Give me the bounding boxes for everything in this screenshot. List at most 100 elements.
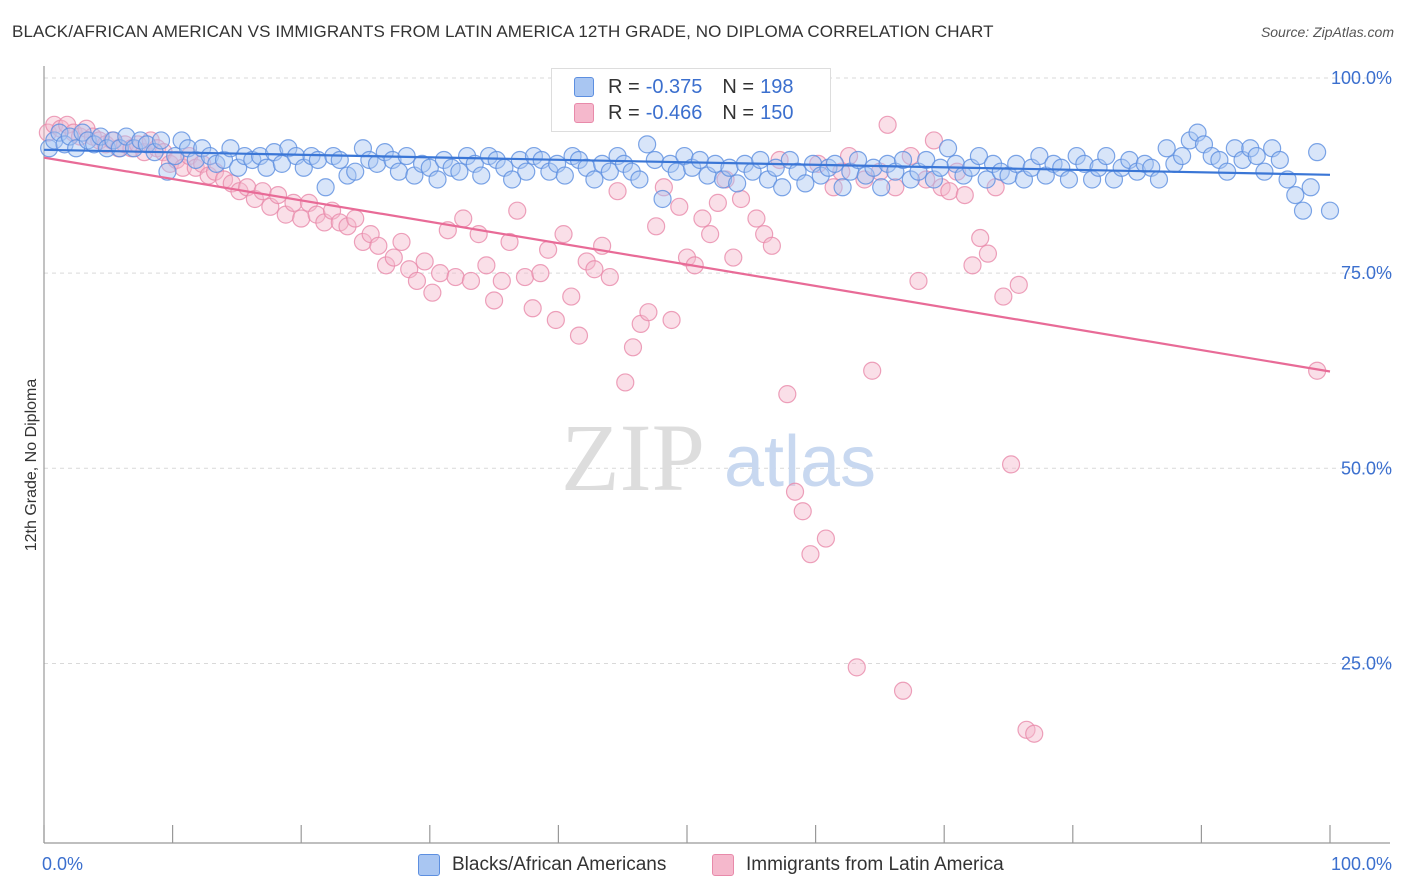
pink-point [662,310,681,330]
y-axis-label: 12th Grade, No Diploma [23,378,40,552]
blue-point [645,150,664,170]
pink-point [569,326,589,345]
blue-point [428,170,447,189]
blue-point [938,139,958,158]
legend-item-latin: Immigrants from Latin America [712,852,1004,878]
blue-point [1188,123,1207,142]
blue-point [638,135,657,154]
pink-point [508,201,527,220]
pink-point [708,193,727,212]
r-value: -0.466 [645,101,703,124]
blue-point [864,158,883,177]
n-label: N = [722,75,755,98]
pink-point [616,373,635,392]
blue-point [585,170,604,189]
pink-point [994,287,1013,306]
pink-point [515,267,535,287]
blue-point [1075,154,1094,173]
blue-point [667,162,686,181]
pink-point [454,209,473,228]
blue-point [622,162,641,181]
blue-point [158,162,177,181]
blue-point [833,178,852,197]
blue-point [825,154,844,173]
pink-point [446,267,465,287]
pink-point [600,267,619,287]
stats-legend: R = -0.375 N = 198 R = -0.466 N = 150 [551,68,831,132]
pink-point [430,264,450,283]
pink-point [292,209,311,228]
pink-point [924,131,944,150]
blue-point [214,150,234,170]
pink-point [546,310,565,330]
blue-point [1286,185,1305,205]
pink-point [477,256,496,275]
blue-point [1097,146,1116,166]
pink-point [639,303,658,322]
blue-point [773,178,792,197]
y-tick-label: 75.0% [1341,263,1392,283]
axes [43,66,1390,844]
blue-point [1301,178,1320,197]
pink-point [701,225,720,244]
blue-point [50,123,69,142]
blue-point [316,178,335,197]
legend-item-blacks: Blacks/African Americans [418,852,666,878]
blue-point [1293,201,1313,220]
pink-point [485,291,504,310]
pink-point [369,236,388,255]
trend-lines [43,148,1331,373]
pink-point [577,252,596,271]
x-tick-label: 0.0% [42,854,83,874]
pink-point [955,185,974,205]
pink-point [886,178,905,197]
blue-point [1320,201,1340,220]
blue-point [1278,170,1297,189]
blue-point [1067,146,1086,166]
pink-point [893,681,913,700]
blue-point [893,150,913,170]
pink-swatch [574,103,594,123]
pink-point [346,209,365,228]
blue-point [872,178,891,197]
blue-point [279,139,298,158]
x-tick-label: 100.0% [1331,854,1392,874]
blue-point [713,170,733,189]
grid [44,77,1390,664]
pink-point [724,248,743,267]
pink-point [608,182,627,201]
r-label: R = [608,75,640,98]
pink-point [384,248,403,267]
blue-point [653,189,672,209]
pink-point [415,252,434,271]
blue-point [751,150,770,170]
blue-point [457,146,477,166]
blue-point [1180,131,1199,150]
pink-point [878,115,897,134]
blue-point [901,170,920,189]
blue-point [250,146,270,166]
blue-point [1059,170,1079,189]
blue-point [1308,143,1327,162]
pink-point [670,197,689,216]
blue-point [151,131,171,150]
blue-point [257,158,276,177]
pink-swatch [712,854,734,876]
pink-point [392,232,411,252]
pink-point [245,189,265,209]
stats-row-blue: R = -0.375 N = 198 [574,75,793,99]
pink-point [847,658,866,677]
stats-row-pink: R = -0.466 N = 150 [574,101,793,125]
blue-point [1157,139,1176,158]
r-value: -0.375 [645,75,703,98]
pink-point [793,502,812,521]
pink-point [917,170,936,189]
blue-point [856,166,875,185]
blue-point [728,174,747,193]
blue-point [690,150,709,170]
pink-point [253,182,272,201]
blue-point [614,154,634,173]
pink-point [585,260,604,279]
blue-point [1173,146,1192,166]
pink-point [778,385,797,404]
